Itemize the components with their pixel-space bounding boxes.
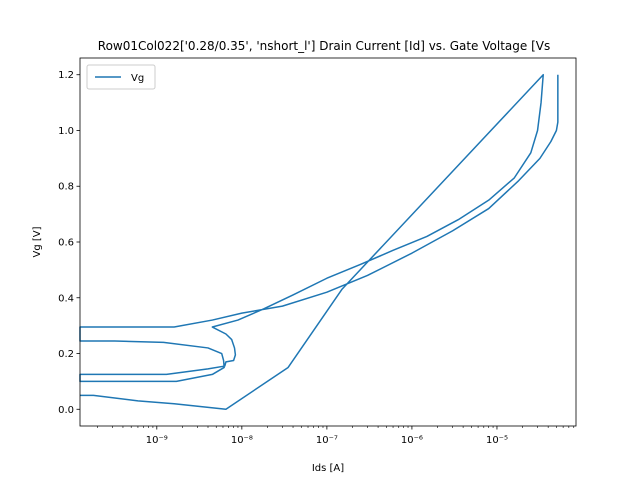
chart-title: Row01Col022['0.28/0.35', 'nshort_l'] Dra… (98, 39, 550, 53)
x-tick-label-3: 10⁻⁶ (401, 435, 423, 446)
x-tick-label-0: 10⁻⁹ (146, 435, 168, 446)
x-tick-label-2: 10⁻⁷ (316, 435, 338, 446)
axes-frame (79, 57, 577, 427)
legend-series-label: Vg (131, 73, 144, 84)
y-tick-label-5: 1.0 (58, 126, 74, 137)
y-tick-label-3: 0.6 (58, 238, 74, 249)
series-line-0 (79, 73, 559, 411)
x-axis-label: Ids [A] (312, 463, 344, 474)
y-tick-label-4: 0.8 (58, 182, 74, 193)
y-tick-label-6: 1.2 (58, 70, 74, 81)
y-axis-label: Vg [V] (32, 226, 43, 257)
legend: Vg (86, 64, 156, 90)
plot-area: 10⁻⁹ 10⁻⁸ 10⁻⁷ 10⁻⁶ 10⁻⁵ 0.0 0.2 0.4 0.6 0.8 1.0 1.… (58, 57, 577, 446)
y-tick-label-1: 0.2 (58, 349, 74, 360)
x-tick-label-1: 10⁻⁸ (231, 435, 253, 446)
y-tick-label-0: 0.0 (58, 405, 74, 416)
x-tick-label-4: 10⁻⁵ (486, 435, 508, 446)
y-tick-label-2: 0.4 (58, 293, 74, 304)
